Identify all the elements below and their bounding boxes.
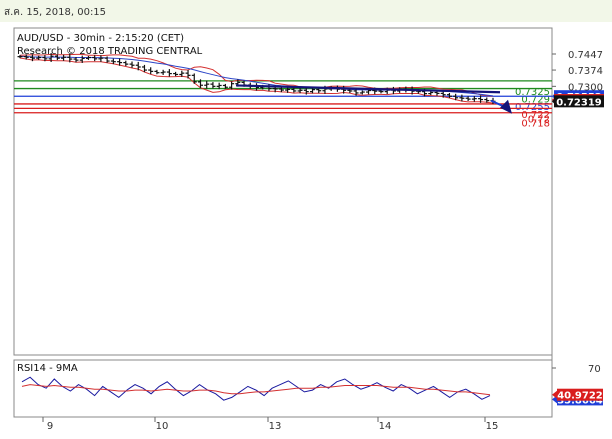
price-bar	[42, 55, 48, 62]
price-bar	[359, 90, 365, 95]
price-bar	[291, 87, 297, 93]
price-bar	[216, 82, 222, 90]
price-bar	[222, 83, 228, 89]
price-bar	[104, 56, 110, 63]
price-bar	[92, 55, 98, 62]
price-bar	[17, 55, 23, 59]
x-tick-label-1: 10	[156, 421, 169, 432]
price-bar	[129, 61, 135, 68]
rsi-value-label: 35.8664	[557, 395, 603, 406]
rsi-ma-value-box	[557, 388, 603, 401]
level-label-1: 0.729	[521, 95, 550, 106]
price-bar	[204, 80, 210, 89]
timestamp: ส.ค. 15, 2018, 00:15	[4, 7, 107, 18]
timestamp-bar: ส.ค. 15, 2018, 00:15	[0, 0, 612, 22]
price-bar	[210, 82, 216, 89]
price-bar	[303, 87, 309, 95]
price-bar	[67, 53, 73, 63]
chart-copyright: Research © 2018 TRADING CENTRAL	[17, 46, 203, 57]
price-box-2	[554, 95, 604, 108]
price-bar	[446, 92, 452, 98]
price-bar	[459, 94, 465, 102]
level-label-0: 0.7325	[515, 87, 550, 98]
y-tick-label-0: 0.7447	[568, 50, 603, 61]
price-bar	[117, 58, 123, 66]
x-tick-label-4: 15	[486, 421, 499, 432]
x-tick-label-3: 14	[379, 421, 392, 432]
chart-title: AUD/USD - 30min - 2:15:20 (CET)	[17, 33, 184, 44]
price-bar	[36, 55, 42, 60]
price-bar	[179, 70, 185, 77]
rsi-pane-frame	[13, 359, 553, 418]
main-pane-frame	[13, 27, 553, 356]
price-bar	[110, 58, 116, 65]
price-bar	[278, 86, 284, 93]
level-label-4: 0.72	[528, 114, 550, 125]
price-bar	[73, 56, 79, 63]
price-bar	[54, 54, 60, 61]
price-bar	[135, 61, 141, 71]
price-bar	[478, 95, 484, 103]
bollinger-upper-line	[19, 53, 494, 97]
resistance-trendline	[235, 84, 501, 94]
x-tick-label-0: 9	[47, 421, 53, 432]
price-bar	[297, 88, 303, 94]
forecast-arrow-head	[500, 99, 512, 114]
rsi-title: RSI14 - 9MA	[17, 363, 78, 374]
price-bar	[98, 55, 104, 62]
rsi-ma-value-label: 40.9722	[557, 391, 603, 402]
price-bar	[484, 97, 490, 103]
x-tick-label-2: 13	[269, 421, 282, 432]
price-bar	[166, 69, 172, 77]
rsi-y-tick-label-0: 70	[588, 364, 601, 375]
price-bar	[428, 90, 434, 96]
price-bar	[79, 55, 85, 63]
level-label-3: 0.722	[521, 110, 550, 121]
price-bar	[61, 54, 67, 61]
y-tick-label-1: 0.7374	[568, 66, 603, 77]
price-bar	[471, 96, 477, 102]
y-tick-label-2: 0.7300	[568, 82, 603, 93]
price-bar	[310, 87, 316, 94]
price-bar	[173, 71, 179, 77]
price-bar	[160, 69, 166, 75]
price-bar	[185, 69, 191, 79]
level-label-5: 0.718	[521, 119, 550, 130]
price-bar	[141, 64, 147, 73]
price-bar	[229, 81, 235, 90]
price-bar	[197, 79, 203, 88]
price-bar	[85, 55, 91, 60]
price-bar	[29, 54, 35, 62]
price-bar	[48, 53, 54, 62]
price-bar	[191, 73, 197, 84]
price-bar	[465, 96, 471, 101]
price-bar	[123, 60, 129, 67]
rsi-ma-line	[21, 384, 491, 396]
price-bar	[23, 54, 29, 60]
price-bar	[453, 93, 459, 101]
price-bar	[148, 67, 154, 75]
price-box-label-2: 0.72319	[556, 97, 602, 108]
price-bar	[154, 69, 160, 75]
